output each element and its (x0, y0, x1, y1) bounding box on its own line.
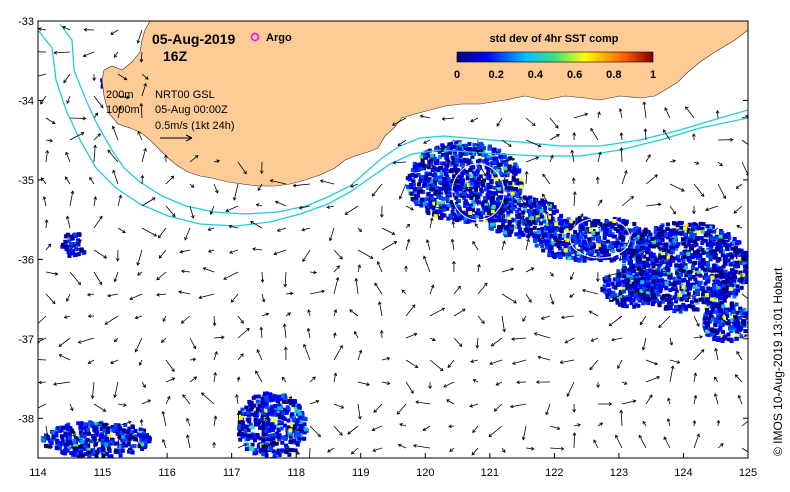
analysis-time: 05-Aug 00:00Z (155, 104, 228, 116)
contour-label-1000m: 1000m (106, 104, 140, 116)
x-tick-label: 122 (545, 467, 563, 479)
eddy-contour (451, 163, 505, 221)
x-tick-label: 120 (416, 467, 434, 479)
colorbar-tick-label: 0.4 (528, 69, 544, 81)
colorbar-tick-label: 0.2 (489, 69, 504, 81)
scale-arrow-icon (160, 134, 193, 142)
map-date: 05-Aug-2019 (152, 31, 235, 47)
colorbar-tick-label: 0.8 (606, 69, 621, 81)
map-hour: 16Z (163, 48, 188, 64)
y-tick-label: -35 (18, 175, 34, 187)
x-tick-label: 118 (287, 467, 305, 479)
eddy-contour (569, 217, 631, 259)
y-tick-label: -38 (18, 413, 34, 425)
argo-label: Argo (266, 32, 292, 44)
x-tick-label: 117 (223, 467, 241, 479)
contour-label-200m: 200m (106, 89, 134, 101)
y-tick-label: -37 (18, 334, 34, 346)
scale-label: 0.5m/s (1kt 24h) (155, 120, 234, 132)
colorbar-tick-label: 0 (454, 69, 460, 81)
y-tick-label: -33 (18, 16, 34, 28)
isobath-1000m (38, 29, 748, 227)
y-axis: -33 -34 -35 -36 -37 -38 (18, 16, 748, 425)
colorbar-ticks: 0 0.2 0.4 0.6 0.8 1 (454, 69, 656, 81)
x-tick-label: 115 (94, 467, 112, 479)
plot-frame (37, 20, 749, 459)
x-tick-label: 116 (158, 467, 176, 479)
credit-label: © IMOS 10-Aug-2019 13:01 Hobart (771, 267, 785, 456)
colorbar-tick-label: 1 (650, 69, 656, 81)
argo-legend: Argo (250, 32, 292, 44)
current-vectors (38, 25, 748, 458)
x-axis: 114 115 116 117 118 119 120 121 122 123 124 125 (29, 453, 757, 479)
x-tick-label: 125 (739, 467, 757, 479)
x-tick-label: 124 (674, 467, 692, 479)
colorbar-title: std dev of 4hr SST comp (490, 33, 619, 45)
colorbar-tick-label: 0.6 (567, 69, 582, 81)
isobath-200m (59, 23, 748, 215)
x-tick-label: 114 (29, 467, 47, 479)
x-tick-label: 119 (352, 467, 370, 479)
colorbar (456, 51, 654, 63)
x-tick-label: 121 (481, 467, 499, 479)
y-tick-label: -34 (18, 95, 34, 107)
x-tick-label: 123 (610, 467, 628, 479)
analysis-label: NRT00 GSL (155, 89, 215, 101)
y-tick-label: -36 (18, 254, 34, 266)
argo-marker-icon (250, 32, 260, 42)
